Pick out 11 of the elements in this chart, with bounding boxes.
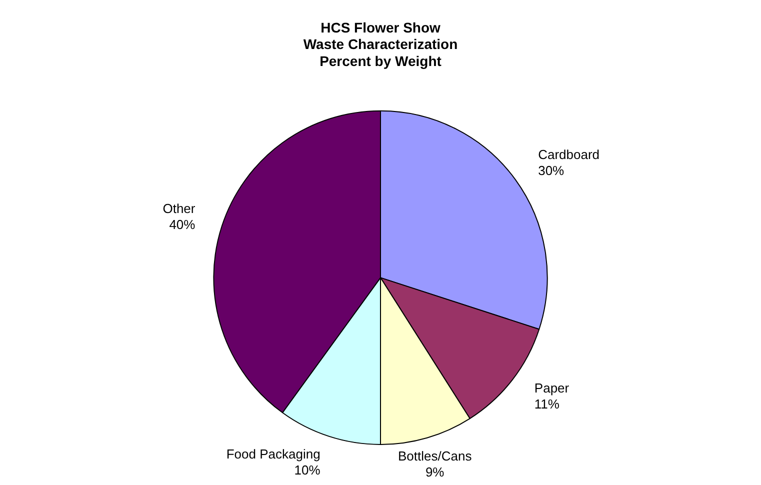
slice-label: Food Packaging xyxy=(226,446,320,462)
slice-label: Bottles/Cans xyxy=(398,448,472,464)
data-label: 30% xyxy=(538,162,565,178)
slice-label: Other xyxy=(162,201,196,216)
slice-label: Paper xyxy=(534,380,570,396)
data-label: 40% xyxy=(169,217,196,232)
slice-label: Cardboard xyxy=(538,146,600,162)
data-label: 11% xyxy=(534,396,560,412)
data-label: 9% xyxy=(425,464,445,480)
data-label: 10% xyxy=(294,462,321,478)
chart-title: HCS Flower Show Waste Characterization Percent by Weight xyxy=(303,19,458,69)
